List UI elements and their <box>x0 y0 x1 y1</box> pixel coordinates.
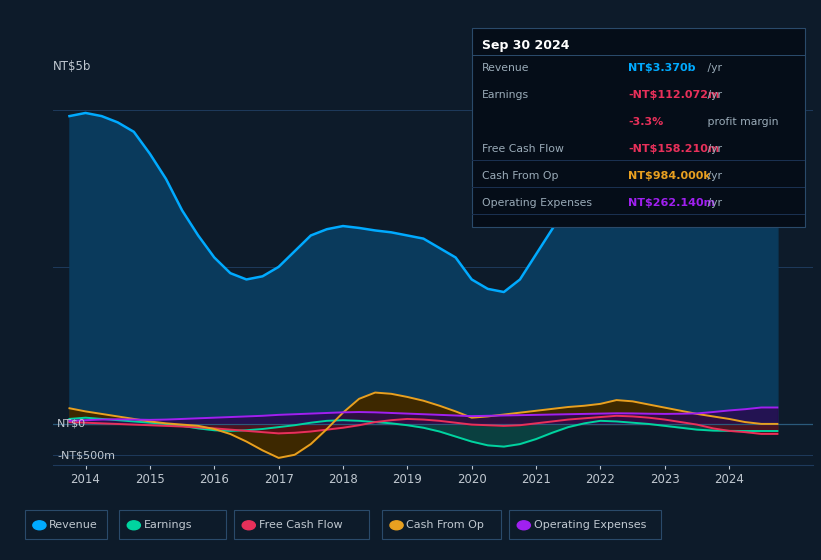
Text: profit margin: profit margin <box>704 117 778 127</box>
Text: Cash From Op: Cash From Op <box>406 520 484 530</box>
Text: Operating Expenses: Operating Expenses <box>534 520 646 530</box>
Text: NT$5b: NT$5b <box>53 60 92 73</box>
Text: /yr: /yr <box>704 198 722 208</box>
Text: Cash From Op: Cash From Op <box>482 171 558 181</box>
Text: Earnings: Earnings <box>482 90 529 100</box>
Text: Earnings: Earnings <box>144 520 192 530</box>
Text: /yr: /yr <box>704 90 722 100</box>
Text: Revenue: Revenue <box>49 520 98 530</box>
Text: /yr: /yr <box>704 144 722 154</box>
Text: -NT$158.210m: -NT$158.210m <box>628 144 719 154</box>
Text: /yr: /yr <box>704 171 722 181</box>
Text: NT$3.370b: NT$3.370b <box>628 63 695 73</box>
Text: -NT$500m: -NT$500m <box>57 450 115 460</box>
Text: Free Cash Flow: Free Cash Flow <box>259 520 342 530</box>
Text: /yr: /yr <box>704 63 722 73</box>
Text: Free Cash Flow: Free Cash Flow <box>482 144 564 154</box>
Text: Revenue: Revenue <box>482 63 530 73</box>
Text: Operating Expenses: Operating Expenses <box>482 198 592 208</box>
Text: -NT$112.072m: -NT$112.072m <box>628 90 719 100</box>
Text: NT$262.140m: NT$262.140m <box>628 198 715 208</box>
Text: Sep 30 2024: Sep 30 2024 <box>482 39 570 52</box>
Text: -3.3%: -3.3% <box>628 117 663 127</box>
Text: NT$984.000k: NT$984.000k <box>628 171 711 181</box>
Text: NT$0: NT$0 <box>57 419 86 429</box>
